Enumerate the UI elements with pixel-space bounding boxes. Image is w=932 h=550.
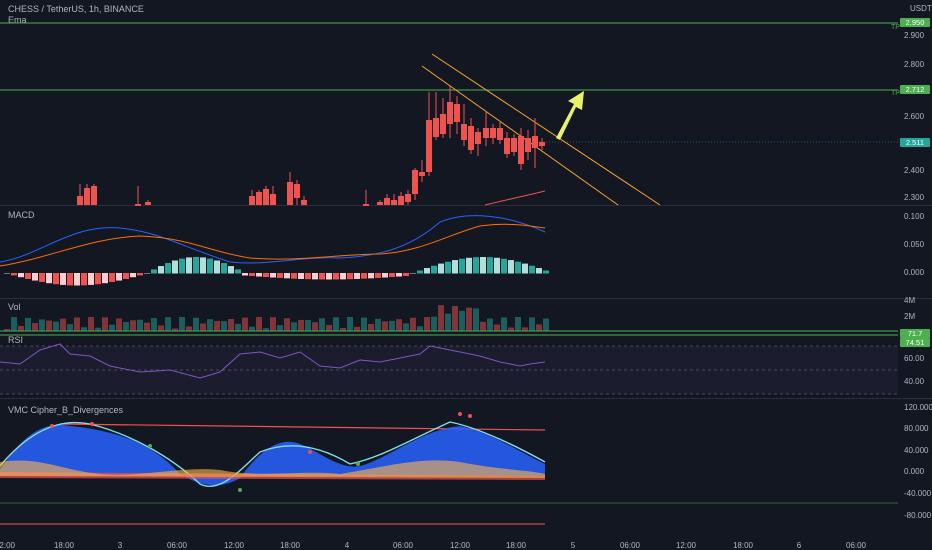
rsi-tick: 60.00 (904, 354, 925, 363)
macd-pane[interactable]: MACD (0, 206, 898, 298)
time-label: 12:00 (675, 541, 697, 550)
cipher-tick: -80.000 (904, 511, 932, 520)
time-label: 5 (570, 541, 576, 550)
price-pane[interactable]: CHESS / TetherUS, 1h, BINANCE Ema (0, 0, 898, 205)
price-tick: 2.300 (904, 193, 925, 202)
macd-tick: 0.050 (904, 240, 925, 249)
upper-tp-price-tag: 2.950 (900, 18, 930, 27)
rsi-value-tag-a: 71.7 (900, 329, 930, 338)
time-label: 06:00 (166, 541, 188, 550)
time-label: 18:00 (53, 541, 75, 550)
symbol-title: CHESS / TetherUS, 1h, BINANCE (8, 4, 144, 14)
cipher-tick: 40.000 (904, 446, 929, 455)
time-label: 06:00 (845, 541, 867, 550)
price-tick: 2.600 (904, 112, 925, 121)
tp-label-lower: TP (891, 90, 900, 97)
volume-pane[interactable]: Vol (0, 299, 898, 332)
rsi-tick: 40.00 (904, 377, 925, 386)
rsi-pane[interactable]: RSI (0, 334, 898, 396)
currency-label: USDT (910, 4, 932, 13)
rsi-label: RSI (8, 335, 24, 345)
time-label: 3 (117, 541, 123, 550)
macd-label: MACD (8, 210, 35, 220)
ema-label: Ema (8, 15, 27, 25)
volume-label: Vol (8, 302, 21, 312)
price-tick: 2.400 (904, 166, 925, 175)
pane-separator[interactable] (0, 205, 932, 206)
time-label: 06:00 (392, 541, 414, 550)
cipher-label: VMC Cipher_B_Divergences (8, 405, 124, 415)
rsi-value-tag-b: 74.51 (900, 338, 930, 347)
cipher-pane[interactable]: VMC Cipher_B_Divergences (0, 399, 898, 536)
tp2-price-tag: 2.712 (900, 85, 930, 94)
pane-separator[interactable] (0, 298, 932, 299)
time-label: 18:00 (279, 541, 301, 550)
time-label: 06:00 (619, 541, 641, 550)
pane-separator[interactable] (0, 398, 932, 399)
time-label: 12:00 (449, 541, 471, 550)
macd-tick: 0.100 (904, 212, 925, 221)
cipher-tick: 120.000 (904, 403, 932, 412)
price-tick: 2.800 (904, 60, 925, 69)
cipher-tick: -40.000 (904, 489, 932, 498)
current-price-tag: 2.511 (900, 138, 930, 147)
time-label: 18:00 (505, 541, 527, 550)
vol-tick: 4M (904, 296, 916, 305)
tp-label-upper: TP (891, 24, 900, 31)
cipher-tick: 80.000 (904, 424, 929, 433)
cipher-tick: 0.000 (904, 467, 925, 476)
time-label: 12:00 (0, 541, 16, 550)
time-label: 12:00 (223, 541, 245, 550)
macd-tick: 0.000 (904, 268, 925, 277)
time-label: 6 (796, 541, 802, 550)
price-tick: 2.900 (904, 31, 925, 40)
vol-tick: 2M (904, 312, 916, 321)
time-label: 4 (344, 541, 350, 550)
time-label: 18:00 (732, 541, 754, 550)
